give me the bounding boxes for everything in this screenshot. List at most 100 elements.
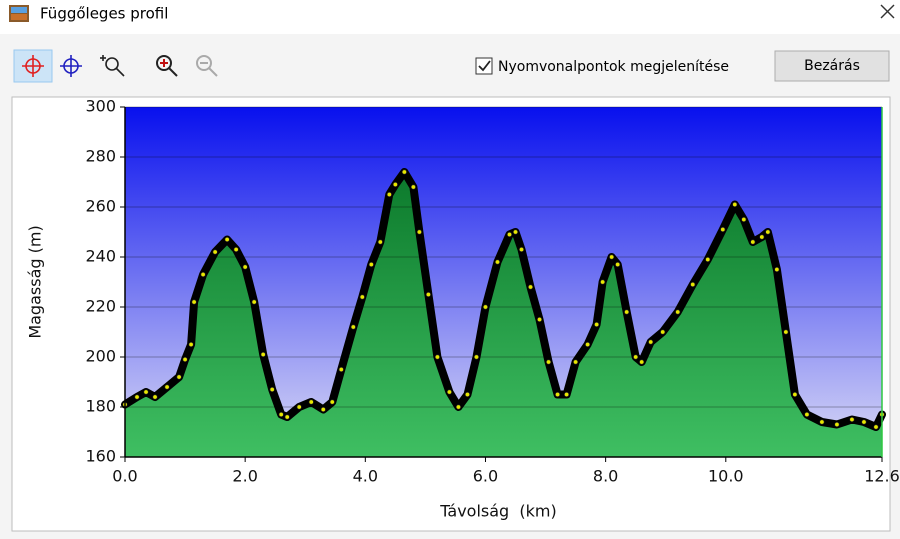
track-point — [660, 329, 666, 335]
track-point — [615, 261, 621, 267]
track-point — [359, 294, 365, 300]
track-point — [152, 394, 158, 400]
close-button[interactable] — [880, 4, 895, 19]
track-point — [386, 192, 392, 198]
track-point — [750, 239, 756, 245]
tool-zoom-out[interactable] — [196, 55, 218, 77]
track-point — [200, 271, 206, 277]
tool-zoom-rect[interactable] — [100, 55, 125, 77]
track-point — [212, 249, 218, 255]
track-point — [861, 419, 867, 425]
track-point — [519, 247, 525, 253]
button-label[interactable]: Bezárás — [804, 58, 860, 74]
tool-blue-cross[interactable] — [60, 55, 82, 77]
area — [125, 172, 882, 457]
track-point — [759, 234, 765, 240]
track-point — [176, 374, 182, 380]
track-point — [741, 217, 747, 223]
toolbar: Nyomvonalpontok megjelenítése Bezárás — [13, 49, 890, 83]
y-tick-label: 200 — [85, 347, 116, 366]
track-point — [182, 356, 188, 362]
track-point — [191, 299, 197, 305]
track-point — [464, 391, 470, 397]
track-point — [600, 279, 606, 285]
track-point — [705, 256, 711, 262]
track-point — [609, 254, 615, 260]
x-tick-label: 0.0 — [112, 467, 137, 486]
track-point — [368, 261, 374, 267]
track-point — [278, 411, 284, 417]
close-dialog-button[interactable] — [774, 50, 890, 82]
track-point — [260, 351, 266, 357]
checkbox-label[interactable]: Nyomvonalpontok megjelenítése — [498, 59, 729, 75]
track-point — [783, 329, 789, 335]
track-point — [455, 404, 461, 410]
chart: 160 180 200 220 240 260 280 300 0.0 2.0 4.0 6.0 8.0 1… — [26, 97, 900, 521]
track-point — [377, 239, 383, 245]
track-point — [434, 354, 440, 360]
track-point — [594, 321, 600, 327]
track-point — [639, 359, 645, 365]
track-point — [134, 394, 140, 400]
track-point — [804, 411, 810, 417]
track-point — [410, 184, 416, 190]
track-point — [242, 264, 248, 270]
x-axis-label: Távolság (km) — [439, 502, 556, 521]
track-point — [849, 416, 855, 422]
track-point — [675, 309, 681, 315]
track-point — [792, 391, 798, 397]
track-point — [329, 399, 335, 405]
track-point — [143, 389, 149, 395]
track-point — [401, 169, 407, 175]
tool-red-cross[interactable] — [22, 55, 44, 77]
track-point — [585, 341, 591, 347]
checkbox[interactable] — [475, 57, 493, 75]
track-point — [224, 237, 230, 243]
track-point — [284, 414, 290, 420]
track-point — [765, 229, 771, 235]
window-title: Függőleges profil — [40, 5, 168, 23]
track-point — [446, 389, 452, 395]
y-tick-label: 260 — [85, 197, 116, 216]
track-point — [774, 266, 780, 272]
track-point — [473, 354, 479, 360]
x-tick-label: 4.0 — [353, 467, 378, 486]
track-point — [416, 229, 422, 235]
track-point — [320, 406, 326, 412]
track-point — [233, 247, 239, 253]
track-point — [648, 339, 654, 345]
tool-zoom-in[interactable] — [156, 55, 178, 77]
track-point — [513, 229, 519, 235]
track-point — [188, 341, 194, 347]
y-tick-label: 240 — [85, 247, 116, 266]
track-point — [392, 182, 398, 188]
track-point — [251, 299, 257, 305]
y-tick-label: 160 — [85, 447, 116, 466]
track-point — [690, 281, 696, 287]
y-axis-label: Magasság (m) — [26, 225, 45, 338]
track-point — [296, 404, 302, 410]
track-point — [350, 324, 356, 330]
track-point — [507, 232, 513, 238]
y-tick-label: 180 — [85, 397, 116, 416]
checkmark — [478, 60, 491, 72]
track-point — [338, 366, 344, 372]
track-point — [537, 316, 543, 322]
x-tick-label: 8.0 — [593, 467, 618, 486]
track-point — [720, 227, 726, 233]
track-point — [834, 421, 840, 427]
track-point — [873, 424, 879, 430]
track-point — [308, 399, 314, 405]
track-point — [633, 354, 639, 360]
x-tick-label: 12.6 — [864, 467, 900, 486]
track-point — [624, 309, 630, 315]
track-point — [528, 284, 534, 290]
app-icon — [9, 5, 29, 22]
y-tick-label: 280 — [85, 147, 116, 166]
track-point — [555, 391, 561, 397]
y-tick-label: 220 — [85, 297, 116, 316]
x-tick-label: 10.0 — [708, 467, 744, 486]
track-point — [482, 304, 488, 310]
x-tick-label: 6.0 — [473, 467, 498, 486]
